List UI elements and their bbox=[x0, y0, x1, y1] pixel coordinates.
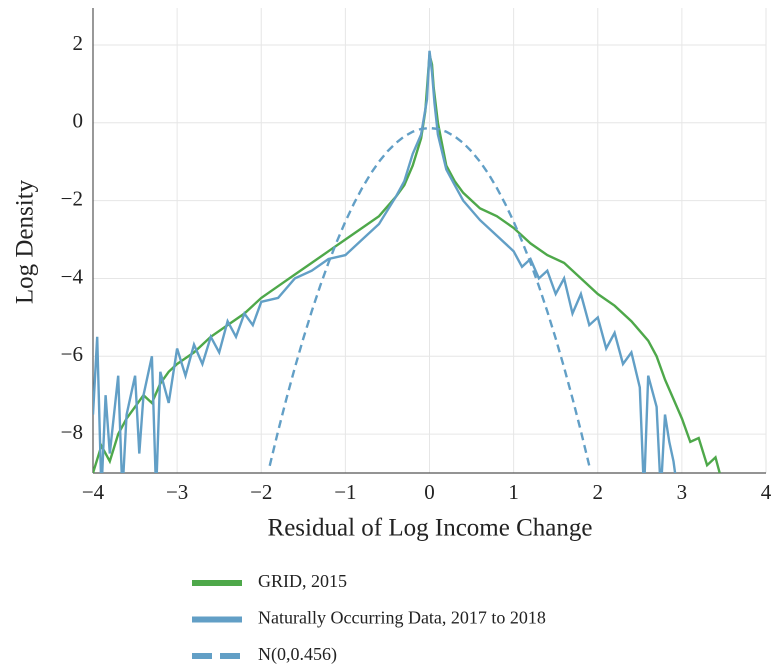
x-tick-label: −4 bbox=[82, 480, 105, 504]
y-tick-label: −2 bbox=[61, 186, 83, 210]
x-tick-label: −2 bbox=[250, 480, 272, 504]
data-line bbox=[93, 54, 721, 473]
x-tick-label: −1 bbox=[334, 480, 356, 504]
x-tick-label: 2 bbox=[593, 480, 604, 504]
legend-label: Naturally Occurring Data, 2017 to 2018 bbox=[258, 608, 546, 628]
x-tick-label: 0 bbox=[424, 480, 435, 504]
y-tick-label: −4 bbox=[61, 264, 84, 288]
y-tick-label: 0 bbox=[73, 109, 84, 133]
x-tick-label: 3 bbox=[677, 480, 688, 504]
legend-label: N(0,0.456) bbox=[258, 644, 337, 665]
x-axis-label: Residual of Log Income Change bbox=[268, 515, 593, 542]
y-tick-label: −6 bbox=[61, 342, 83, 366]
y-axis-label: Log Density bbox=[12, 179, 39, 304]
y-tick-label: 2 bbox=[73, 31, 84, 55]
x-tick-label: −3 bbox=[166, 480, 188, 504]
plot-area bbox=[93, 50, 721, 473]
x-tick-label: 1 bbox=[508, 480, 519, 504]
legend-label: GRID, 2015 bbox=[258, 571, 347, 591]
data-line bbox=[93, 50, 677, 473]
x-tick-label: 4 bbox=[761, 480, 772, 504]
y-tick-label: −8 bbox=[61, 420, 83, 444]
